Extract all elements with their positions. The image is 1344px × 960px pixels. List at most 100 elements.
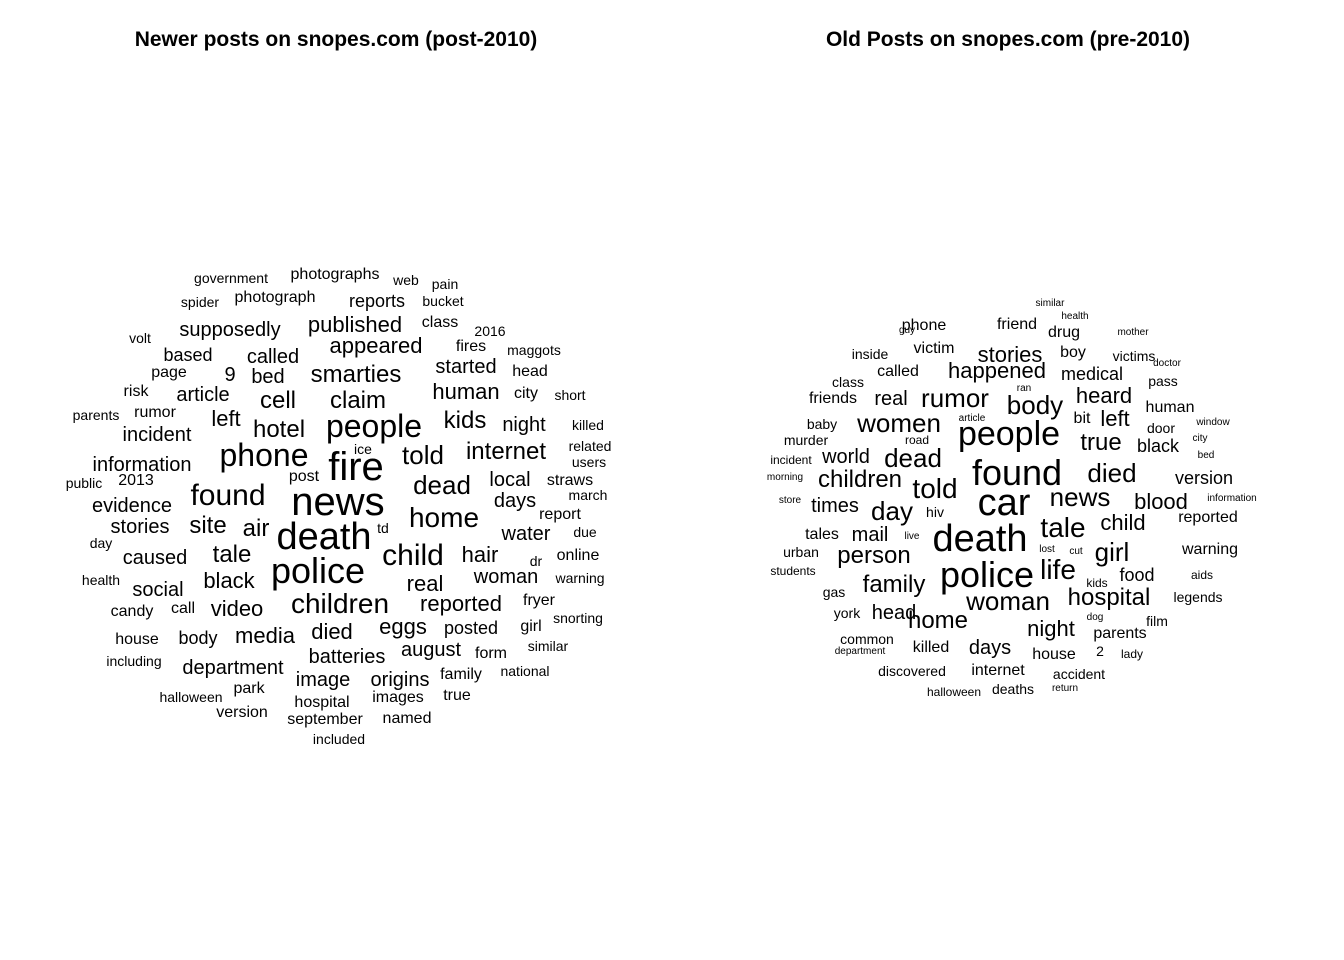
word-internet: internet [971, 662, 1025, 679]
word-reported: reported [420, 591, 502, 616]
word-lost: lost [1039, 544, 1055, 555]
word-car: car [977, 482, 1031, 524]
word-died: died [311, 619, 353, 644]
word-online: online [556, 547, 600, 564]
word-food: food [1119, 565, 1155, 585]
word-live: live [904, 531, 920, 542]
word-called: called [877, 363, 919, 380]
word-night: night [1027, 616, 1075, 641]
word-volt: volt [129, 330, 151, 346]
word-version: version [1174, 468, 1234, 488]
word-smarties: smarties [310, 361, 402, 388]
word-candy: candy [110, 603, 154, 620]
word-black: black [203, 568, 255, 593]
word-accident: accident [1052, 666, 1106, 682]
word-killed: killed [572, 417, 604, 433]
word-department: department [182, 657, 284, 679]
word-left: left [211, 406, 241, 431]
word-2: 2 [1096, 643, 1104, 659]
word-spider: spider [180, 294, 220, 310]
word-published: published [307, 312, 403, 337]
word-child: child [1100, 510, 1146, 535]
word-rumor: rumor [134, 404, 176, 421]
word-told: told [402, 440, 444, 470]
word-september: september [287, 711, 363, 728]
word-reported: reported [1178, 509, 1238, 526]
word-left: left [1100, 406, 1130, 431]
word-photograph: photograph [234, 289, 316, 306]
word-appeared: appeared [329, 333, 423, 358]
word-version: version [216, 704, 268, 721]
word-water: water [501, 523, 551, 545]
word-doctor: doctor [1153, 358, 1181, 369]
word-bucket: bucket [422, 293, 464, 309]
word-pain: pain [431, 276, 459, 292]
word-local: local [489, 469, 531, 491]
chart-title-old: Old Posts on snopes.com (pre-2010) [825, 28, 1191, 51]
wordcloud-panel-newer: Newer posts on snopes.com (post-2010) ne… [66, 28, 612, 746]
word-heard: heard [1075, 383, 1133, 408]
word-tale: tale [1040, 512, 1086, 543]
word-class: class [421, 314, 459, 331]
word-victim: victim [913, 340, 955, 357]
word-murder: murder [783, 432, 829, 448]
word-home: home [408, 502, 480, 533]
word-call: call [170, 600, 196, 617]
word-reports: reports [348, 291, 406, 311]
word-people: people [957, 415, 1061, 453]
word-bed: bed [251, 366, 285, 388]
word-snorting: snorting [553, 610, 603, 626]
word-stories: stories [110, 516, 170, 538]
word-images: images [372, 689, 424, 706]
word-home: home [907, 607, 969, 634]
word-drug: drug [1047, 324, 1081, 341]
word-site: site [189, 512, 227, 539]
word-road: road [904, 433, 930, 447]
word-kids: kids [443, 407, 487, 434]
word-house: house [1032, 646, 1076, 663]
word-fires: fires [455, 338, 487, 355]
word-halloween: halloween [159, 689, 223, 705]
word-bit: bit [1073, 410, 1091, 427]
word-pass: pass [1148, 373, 1178, 389]
word-city: city [1192, 433, 1208, 444]
word-girl: girl [520, 618, 542, 635]
word-friend: friend [996, 316, 1038, 333]
word-evidence: evidence [91, 495, 173, 517]
word-maggots: maggots [507, 342, 561, 358]
word-legends: legends [1173, 589, 1223, 605]
word-phone: phone [219, 437, 309, 473]
word-woman: woman [473, 566, 539, 588]
word-dead: dead [413, 470, 471, 500]
word-kids: kids [1086, 576, 1108, 590]
word-halloween: halloween [926, 685, 982, 699]
word-common: common [840, 631, 894, 647]
word-ice: ice [354, 441, 372, 457]
word-deaths: deaths [991, 681, 1035, 697]
word-lady: lady [1120, 647, 1144, 661]
word-batteries: batteries [308, 646, 386, 668]
word-body: body [1006, 390, 1064, 420]
word-women: women [857, 408, 941, 438]
word-ran: ran [1016, 383, 1032, 394]
word-called: called [246, 346, 300, 368]
word-dead: dead [884, 443, 942, 473]
word-window: window [1196, 417, 1230, 428]
word-mother: mother [1117, 327, 1149, 338]
word-true: true [443, 687, 471, 704]
word-rumor: rumor [921, 383, 989, 413]
word-information: information [92, 454, 192, 476]
word-supposedly: supposedly [179, 319, 281, 341]
word-caused: caused [122, 547, 188, 569]
word-guy: guy [898, 325, 916, 336]
word-hospital: hospital [1067, 584, 1151, 611]
wordcloud-old: car death found police people tale told life rum… [672, 0, 1344, 960]
word-claim: claim [329, 387, 387, 414]
word-boy: boy [1060, 344, 1086, 361]
word-form: form [475, 645, 507, 662]
word-parents: parents [1093, 625, 1147, 642]
word-class: class [832, 374, 864, 390]
word-incident: incident [770, 453, 812, 467]
word-students: students [770, 564, 816, 578]
word-black: black [1136, 436, 1180, 456]
